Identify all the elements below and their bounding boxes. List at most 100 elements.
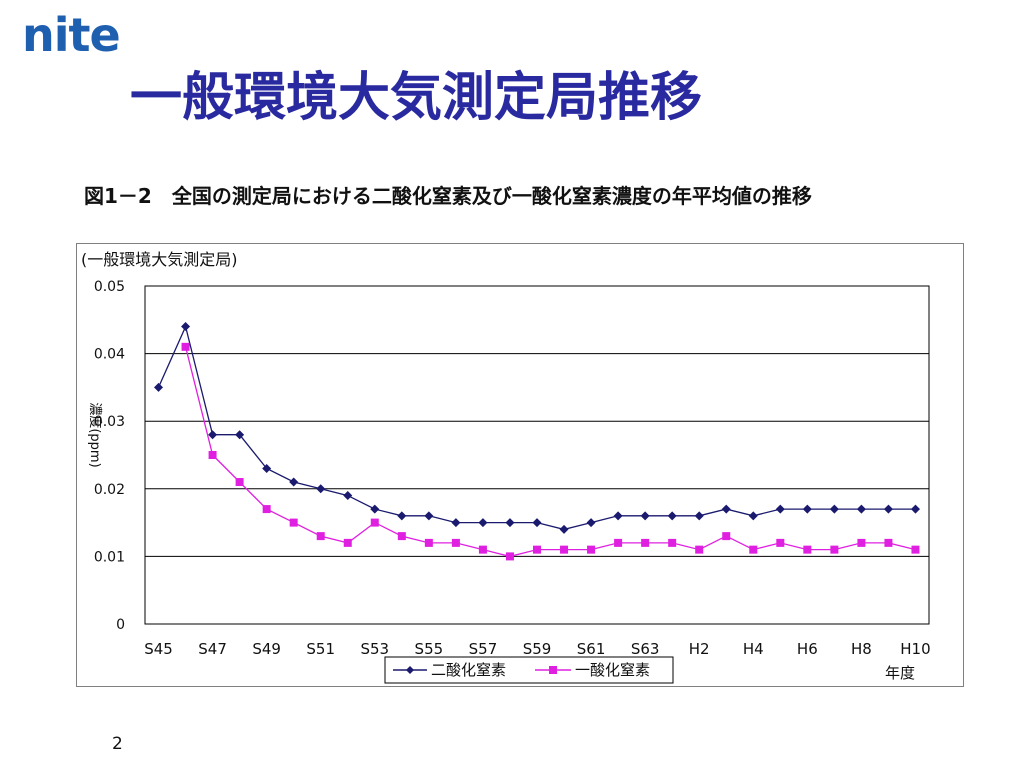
data-point [316, 484, 326, 494]
data-point [533, 545, 541, 554]
series-no [181, 342, 920, 561]
y-tick-label: 0.05 [94, 279, 125, 295]
data-point [343, 491, 353, 501]
data-point [478, 545, 487, 554]
series-line [157, 324, 916, 531]
data-point [424, 511, 434, 521]
series-layer [154, 322, 920, 561]
data-point [560, 545, 569, 554]
y-tick-label: 0.04 [94, 347, 125, 363]
nite-logo: nite [22, 8, 121, 62]
data-point [451, 518, 461, 528]
slide-title: 一般環境大気測定局推移 [130, 68, 703, 128]
data-point [587, 545, 596, 554]
legend-label-no2: 二酸化窒素 [431, 661, 506, 679]
x-tick-label: S45 [144, 640, 173, 658]
x-tick-label: S53 [360, 640, 389, 658]
x-tick-label: S49 [252, 640, 281, 658]
legend-marker-no [549, 666, 557, 674]
data-point [695, 545, 704, 554]
x-tick-label: H10 [900, 640, 930, 658]
data-point [505, 552, 514, 561]
x-tick-labels: S45 S47 S49 S51 S53 S55 S57 S59 S61 S63 H2 H4 H6 H8 H1… [144, 640, 930, 658]
data-point [748, 511, 758, 521]
data-point [478, 518, 488, 528]
chart-subtitle: (一般環境大気測定局) [81, 250, 238, 269]
data-point [208, 451, 217, 459]
legend: 二酸化窒素 一酸化窒素 [384, 656, 674, 684]
figure-caption: 図1－2 全国の測定局における二酸化窒素及び一酸化窒素濃度の年平均値の推移 [84, 184, 812, 208]
x-tick-label: S51 [306, 640, 335, 658]
chart-frame: (一般環境大気測定局) 0 0.01 0.02 0.03 0.04 0.05 S45 S47… [76, 243, 964, 687]
data-point [911, 545, 920, 554]
data-point [181, 342, 190, 351]
data-point [235, 430, 245, 440]
data-point [397, 532, 406, 541]
data-point [721, 504, 731, 514]
x-tick-label: H2 [689, 640, 710, 658]
data-point [289, 518, 298, 527]
grid-layer [145, 353, 929, 557]
y-tick-label: 0.02 [94, 482, 125, 498]
data-point [370, 518, 379, 527]
data-point [776, 538, 785, 547]
x-tick-label: S59 [523, 640, 552, 658]
y-axis-label: 濃度(ppm) [87, 402, 103, 467]
data-point [802, 504, 812, 514]
data-point [775, 504, 785, 514]
data-point [883, 504, 893, 514]
legend-marker-no2 [406, 666, 414, 674]
data-point [694, 511, 704, 521]
data-point [856, 504, 866, 514]
data-point [316, 532, 325, 541]
data-point [424, 538, 433, 547]
data-point [154, 382, 164, 392]
x-tick-label: S63 [631, 640, 660, 658]
x-tick-label: S57 [469, 640, 498, 658]
y-tick-label: 0.01 [94, 549, 125, 565]
data-point [397, 511, 407, 521]
y-tick-labels: 0 0.01 0.02 0.03 0.04 0.05 [94, 279, 125, 633]
x-tick-label: H8 [851, 640, 872, 658]
data-point [613, 511, 623, 521]
data-point [722, 532, 731, 541]
series-line [184, 346, 916, 558]
x-tick-label: H6 [797, 640, 818, 658]
data-point [857, 538, 866, 547]
x-axis-label: 年度 [885, 664, 915, 682]
line-chart: (一般環境大気測定局) 0 0.01 0.02 0.03 0.04 0.05 S45 S47… [81, 250, 931, 684]
x-tick-label: S55 [415, 640, 444, 658]
data-point [262, 505, 271, 514]
legend-label-no: 一酸化窒素 [575, 661, 650, 679]
data-point [586, 518, 596, 528]
data-point [640, 511, 650, 521]
y-tick-label: 0 [116, 617, 125, 633]
data-point [289, 477, 299, 487]
data-point [370, 504, 380, 514]
x-tick-label: S61 [577, 640, 606, 658]
data-point [181, 322, 191, 332]
data-point [235, 478, 244, 487]
x-tick-label: H4 [743, 640, 764, 658]
data-point [208, 430, 218, 440]
data-point [559, 524, 569, 534]
legend-box [384, 656, 674, 684]
data-point [667, 511, 677, 521]
data-point [262, 464, 272, 474]
plot-area [144, 285, 930, 625]
data-point [829, 504, 839, 514]
data-point [343, 538, 352, 547]
data-point [505, 518, 515, 528]
data-point [451, 538, 460, 547]
page-number: 2 [112, 734, 123, 754]
data-point [668, 538, 677, 547]
data-point [614, 538, 623, 547]
x-tick-label: S47 [198, 640, 227, 658]
data-point [910, 504, 920, 514]
data-point [803, 545, 812, 554]
data-point [532, 518, 542, 528]
y-tick-label: 0.03 [94, 414, 125, 430]
data-point [884, 538, 893, 547]
data-point [830, 545, 839, 554]
data-point [749, 545, 758, 554]
